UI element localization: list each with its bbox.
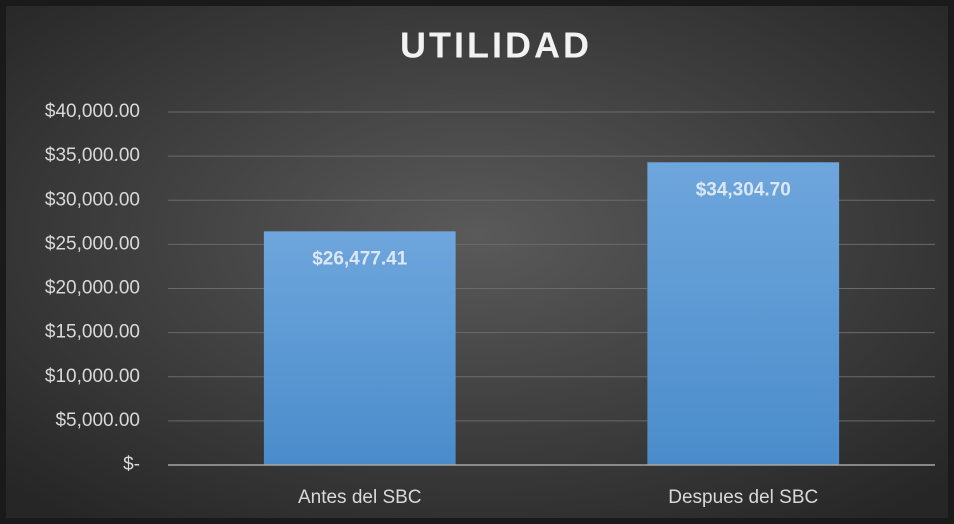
y-tick-label: $15,000.00 [45, 322, 140, 343]
y-tick-label: $- [123, 454, 140, 475]
chart-title: UTILIDAD [400, 25, 592, 66]
y-tick-label: $20,000.00 [45, 278, 140, 299]
y-tick-label: $30,000.00 [45, 189, 140, 210]
bar [263, 231, 456, 465]
y-tick-label: $25,000.00 [45, 233, 140, 254]
bar [647, 162, 840, 465]
y-tick-label: $35,000.00 [45, 145, 140, 166]
x-tick-label: Antes del SBC [298, 487, 422, 508]
data-label: $34,304.70 [696, 179, 791, 200]
y-tick-label: $10,000.00 [45, 366, 140, 387]
x-tick-label: Despues del SBC [668, 487, 818, 508]
data-label: $26,477.41 [312, 248, 408, 269]
y-tick-label: $5,000.00 [55, 410, 140, 431]
y-tick-label: $40,000.00 [45, 101, 140, 122]
